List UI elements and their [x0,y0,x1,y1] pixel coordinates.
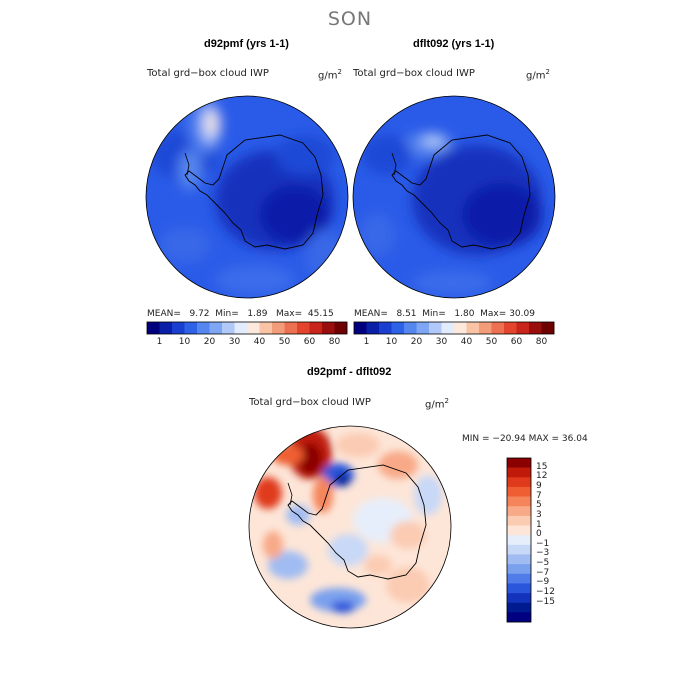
colorbar-swatch [354,322,367,334]
colorbar-swatch [172,322,185,334]
colorbar-swatch [234,322,248,334]
colorbar-swatch [272,322,285,334]
panel-1-variable-label: Total grd−box cloud IWP [147,68,269,79]
difference-colorbar-swatch [507,515,531,526]
difference-colorbar-swatch [507,573,531,584]
difference-colorbar-swatch [507,467,531,478]
colorbar-tick-label: 60 [510,337,523,347]
colorbar-swatch [529,322,542,334]
difference-colorbar-swatch [507,593,531,604]
colorbar-tick-label: 10 [178,337,191,347]
colorbar-tick-label: 40 [460,337,473,347]
difference-colorbar-swatch [507,564,531,575]
map-dflt092 [352,95,556,299]
difference-colorbar-tick-label: −15 [536,596,555,607]
colorbar-swatch [404,322,417,334]
map-difference [248,425,452,629]
difference-colorbar-swatch [507,602,531,613]
colorbar-swatch [159,322,173,334]
difference-colorbar-tick-label: −1 [536,538,550,549]
difference-colorbar-swatch [507,458,531,468]
colorbar-tick-label: 50 [278,337,291,347]
colorbar-swatch [247,322,260,334]
colorbar-swatch [541,322,555,334]
colorbar-swatch [416,322,430,334]
difference-colorbar-tick-label: −3 [536,548,550,559]
difference-colorbar-tick-label: 12 [536,471,548,482]
colorbar-swatch [184,322,198,334]
colorbar-tick-label: 80 [328,337,341,347]
colorbar-tick-label: 10 [385,337,398,347]
colorbar-swatch [309,322,323,334]
difference-colorbar-tick-label: −9 [536,577,550,588]
colorbar-tick-label: 20 [203,337,216,347]
panel-2-variable-label: Total grd−box cloud IWP [353,68,475,79]
difference-colorbar-swatch [507,496,531,507]
difference-colorbar-tick-label: 0 [536,529,542,540]
difference-colorbar-swatch [507,554,531,565]
difference-colorbar-tick-label: 7 [536,490,542,501]
difference-colorbar-tick-label: −5 [536,558,550,569]
colorbar-panel-2 [353,321,555,335]
colorbar-tick-label: 1 [363,337,370,347]
difference-colorbar-swatch [507,506,531,517]
colorbar-swatch [429,322,442,334]
colorbar-swatch [222,322,235,334]
colorbar-swatch [479,322,492,334]
difference-colorbar-tick-label: 3 [536,509,542,520]
difference-colorbar-swatch [507,612,531,623]
difference-title: d92pmf - dflt092 [307,366,392,378]
colorbar-swatch [441,322,455,334]
colorbar-panel-1 [146,321,348,335]
colorbar-tick-label: 80 [535,337,548,347]
difference-colorbar-tick-label: 5 [536,500,542,511]
colorbar-swatch [466,322,480,334]
difference-minmax: MIN = −20.94 MAX = 36.04 [462,434,588,444]
colorbar-tick-label: 1 [156,337,163,347]
map-d92pmf [145,95,349,299]
colorbar-tick-label: 60 [303,337,316,347]
colorbar-swatch [516,322,530,334]
colorbar-swatch [504,322,517,334]
colorbar-swatch [366,322,380,334]
difference-colorbar-tick-label: −12 [536,587,555,598]
panel-1-units: g/m2 [318,68,342,82]
difference-colorbar-swatch [507,583,531,594]
colorbar-swatch [379,322,392,334]
difference-colorbar-tick-label: 1 [536,519,542,530]
difference-colorbar-tick-label: 15 [536,461,548,472]
colorbar-difference [506,457,532,623]
difference-colorbar-tick-label: 9 [536,480,542,491]
season-title: SON [327,8,373,30]
panel-2-title: dflt092 (yrs 1-1) [413,38,495,50]
difference-colorbar-swatch [507,525,531,536]
colorbar-swatch [391,322,405,334]
difference-variable-label: Total grd−box cloud IWP [249,397,371,408]
panel-2-units: g/m2 [526,68,550,82]
colorbar-swatch [147,322,160,334]
panel-2-stats: MEAN= 8.51 Min= 1.80 Max= 30.09 [354,309,535,319]
colorbar-swatch [491,322,505,334]
colorbar-tick-label: 40 [253,337,266,347]
colorbar-swatch [259,322,273,334]
colorbar-tick-label: 30 [435,337,448,347]
colorbar-swatch [454,322,467,334]
colorbar-swatch [297,322,310,334]
difference-colorbar-swatch [507,486,531,497]
colorbar-tick-label: 50 [485,337,498,347]
difference-colorbar-swatch [507,535,531,546]
colorbar-swatch [322,322,335,334]
panel-1-stats: MEAN= 9.72 Min= 1.89 Max= 45.15 [147,309,334,319]
colorbar-swatch [284,322,298,334]
colorbar-tick-label: 30 [228,337,241,347]
colorbar-swatch [197,322,210,334]
difference-colorbar-tick-label: −7 [536,567,550,578]
difference-units: g/m2 [425,397,449,411]
difference-colorbar-swatch [507,544,531,555]
panel-1-title: d92pmf (yrs 1-1) [204,38,289,50]
colorbar-swatch [209,322,223,334]
colorbar-swatch [334,322,348,334]
difference-colorbar-swatch [507,477,531,488]
colorbar-tick-label: 20 [410,337,423,347]
